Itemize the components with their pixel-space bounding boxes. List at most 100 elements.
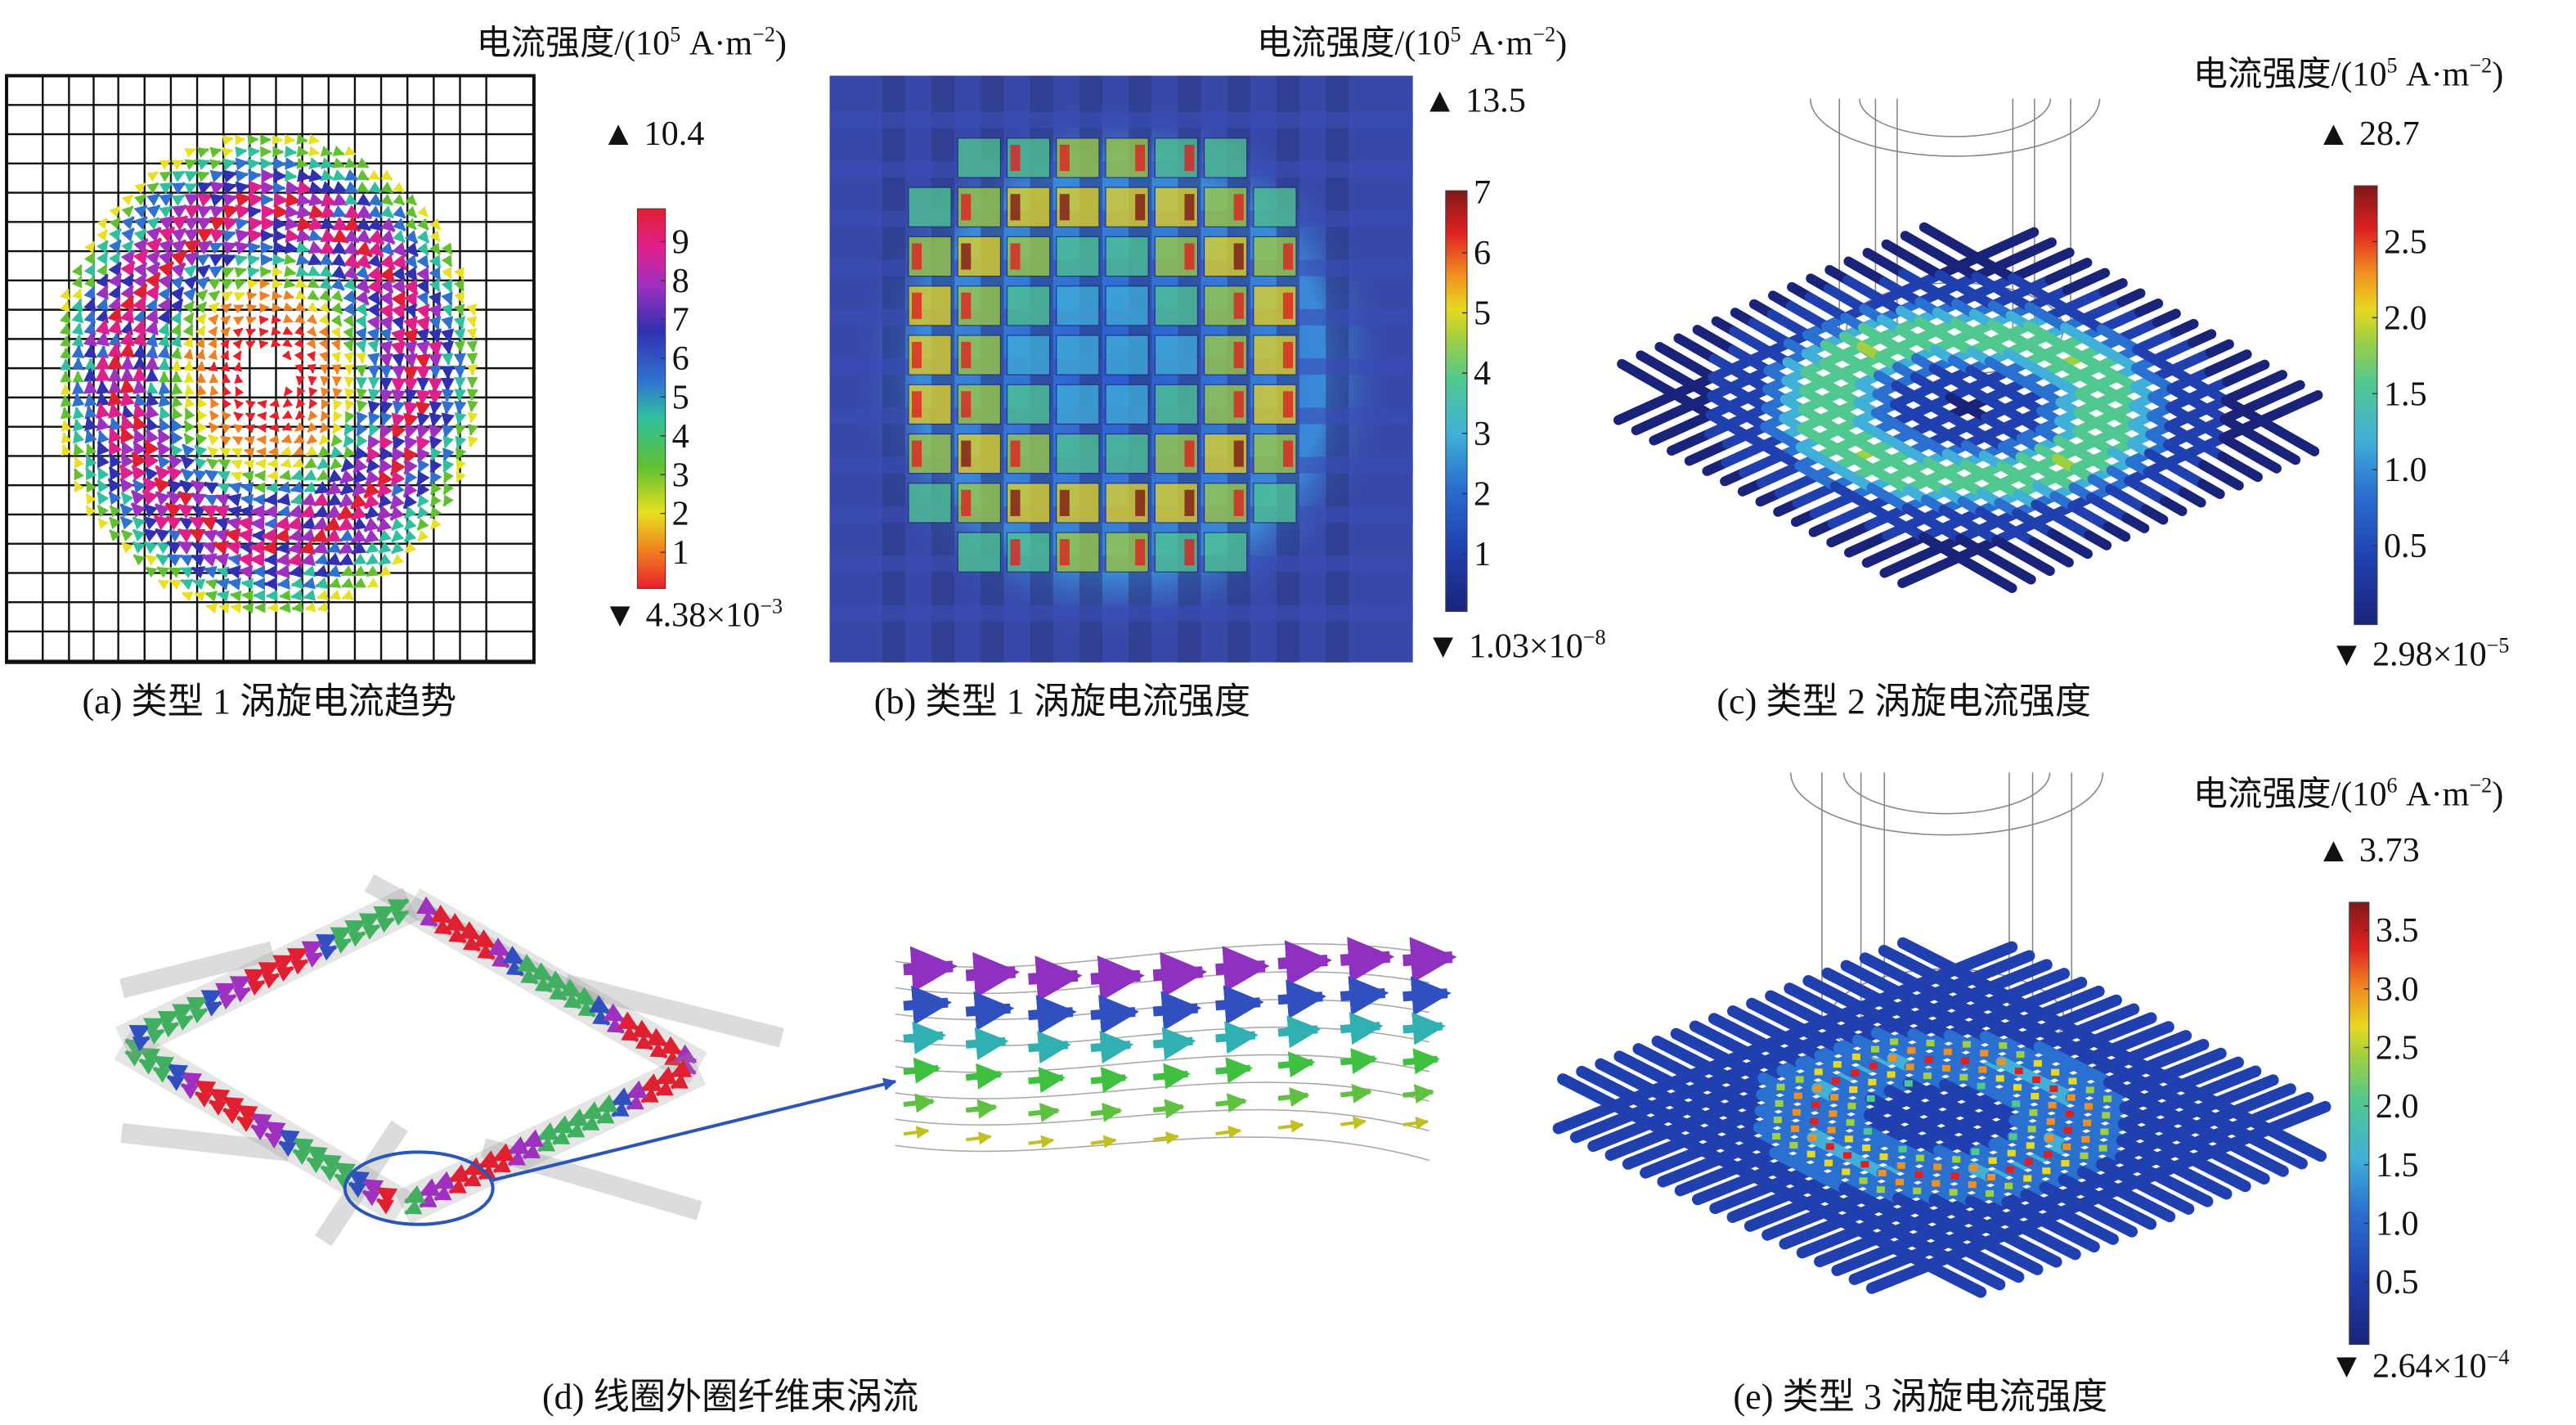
hotspot (1971, 1148, 1980, 1156)
current-arrow (182, 335, 194, 348)
hotspot (1962, 1041, 1971, 1048)
hotspot (1859, 1177, 1868, 1185)
fiber-rod-segment (2109, 1003, 2140, 1023)
current-arrow (415, 401, 431, 418)
current-arrow (355, 314, 367, 329)
current-arrow (84, 393, 97, 407)
mesh-cell (1056, 236, 1100, 277)
current-arrow (71, 263, 83, 277)
current-arrow (305, 445, 318, 456)
hotspot (1995, 1075, 2004, 1082)
hotspot (2102, 1112, 2111, 1119)
current-arrow (120, 260, 136, 277)
current-arrow (453, 303, 465, 317)
current-arrow (415, 353, 431, 371)
current-arrow (404, 254, 418, 269)
current-arrow (120, 414, 136, 432)
current-arrow (146, 204, 161, 218)
current-arrow (276, 577, 290, 591)
current-arrow (159, 170, 172, 182)
current-arrow (145, 355, 159, 371)
current-arrow (391, 517, 405, 531)
current-arrow (209, 373, 219, 384)
current-arrow (195, 337, 205, 349)
fiber-rod-segment (2216, 470, 2244, 491)
current-arrow (216, 590, 230, 602)
current-arrow (294, 313, 306, 324)
current-arrow (196, 159, 210, 171)
current-arrow (306, 313, 317, 325)
current-arrow (366, 565, 379, 578)
current-arrow (182, 275, 198, 290)
current-arrow (121, 404, 135, 420)
current-arrow (291, 601, 303, 614)
current-arrow (1090, 1102, 1123, 1122)
current-arrow (307, 363, 316, 374)
current-arrow (429, 218, 442, 231)
hotspot (1833, 1061, 1842, 1068)
fiber-rod-segment (2179, 1038, 2210, 1059)
hotspot (2061, 1160, 2070, 1167)
current-arrow (416, 254, 430, 269)
current-arrow (285, 227, 301, 243)
current-arrow (194, 591, 206, 602)
current-arrow (283, 386, 294, 397)
current-arrow (466, 389, 478, 401)
current-arrow (59, 311, 71, 324)
colorbar-tick-label: 2.5 (2384, 223, 2427, 262)
hotspot (1986, 1173, 1995, 1180)
current-arrow (194, 456, 208, 470)
current-arrow (308, 157, 322, 170)
current-arrow (85, 466, 97, 481)
current-arrow (1090, 1135, 1117, 1149)
current-arrow (416, 290, 429, 306)
current-arrow (308, 387, 318, 398)
current-arrow (307, 301, 318, 313)
current-arrow (356, 399, 368, 413)
current-arrow (108, 491, 122, 506)
colorbar-tick-label: 1.5 (2376, 1146, 2419, 1185)
current-arrow (183, 433, 195, 446)
current-arrow (119, 306, 134, 324)
current-arrow (216, 566, 230, 578)
current-arrow (379, 389, 394, 405)
current-arrow (109, 505, 122, 518)
current-arrow (225, 540, 241, 555)
current-arrow (215, 578, 230, 591)
current-arrow (214, 493, 231, 507)
current-arrow (239, 541, 254, 555)
colorbar-tick-label: 5 (1474, 294, 1491, 333)
current-arrow (292, 457, 305, 468)
current-arrow (366, 553, 379, 566)
current-arrow (275, 552, 290, 567)
current-arrow (132, 294, 147, 312)
current-arrow (330, 290, 343, 303)
hotspot (2016, 1051, 2025, 1059)
current-arrow (191, 542, 206, 555)
current-arrow (156, 566, 170, 578)
current-arrow (392, 400, 406, 415)
current-arrow (353, 577, 366, 589)
current-arrow (258, 327, 269, 337)
current-arrow (1090, 1067, 1129, 1094)
current-arrow (192, 578, 206, 591)
current-arrow (60, 384, 72, 395)
current-arrow (107, 478, 122, 493)
fiber-rod-segment (2278, 1149, 2308, 1170)
current-arrow (241, 602, 254, 614)
current-arrow (298, 504, 316, 519)
colorbar-b-min: ▼ 1.03×10−8 (1426, 626, 1606, 666)
current-arrow (226, 493, 242, 507)
fiber-rod-segment (2010, 227, 2040, 246)
hotspot (1233, 341, 1244, 369)
current-arrow (285, 191, 302, 208)
current-arrow (1215, 1125, 1242, 1139)
current-arrow (429, 412, 443, 428)
current-arrow (404, 230, 419, 245)
current-arrow (391, 315, 404, 330)
hotspot (1059, 144, 1070, 172)
current-arrow (157, 344, 171, 359)
current-arrow (213, 517, 230, 531)
colorbar-tick-label: 6 (1474, 234, 1491, 272)
